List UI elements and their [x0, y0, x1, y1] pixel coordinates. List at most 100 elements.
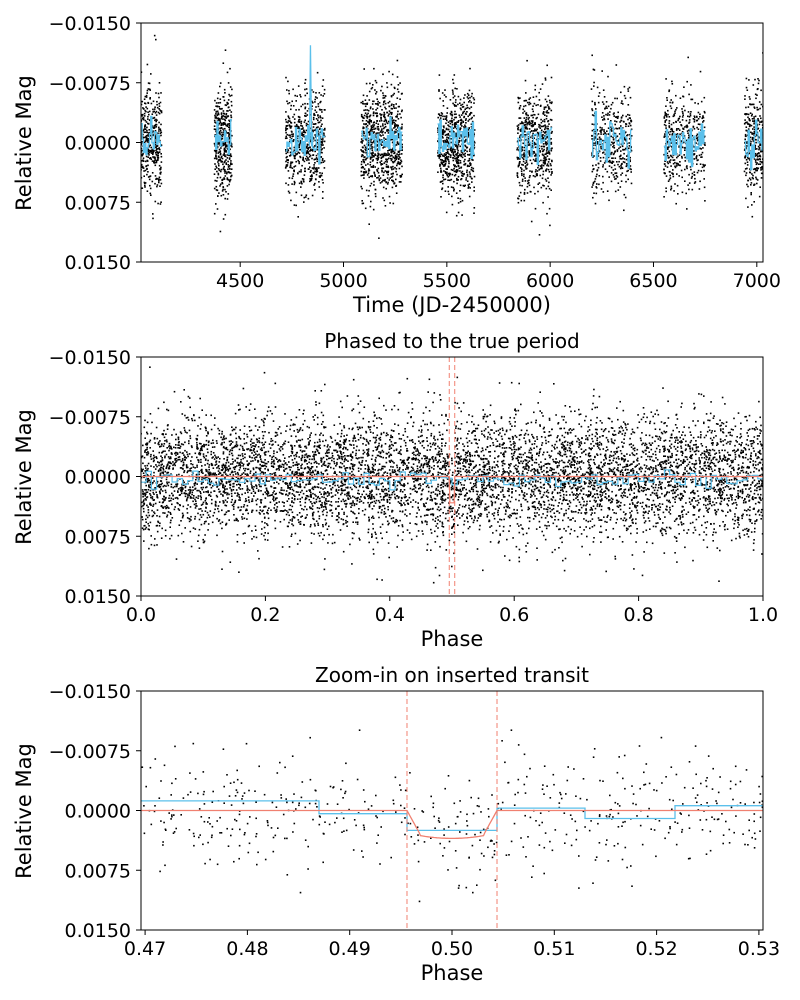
data-point: [300, 105, 302, 108]
data-point: [397, 534, 399, 537]
data-point: [542, 143, 545, 145]
data-point: [675, 108, 677, 111]
data-point: [463, 115, 466, 118]
data-point: [618, 127, 621, 129]
data-point: [382, 167, 385, 170]
data-point: [216, 146, 219, 149]
data-point: [456, 88, 458, 90]
data-point: [149, 144, 152, 147]
data-point: [758, 148, 760, 151]
data-point: [149, 366, 151, 368]
data-point: [317, 148, 319, 151]
data-point: [152, 217, 154, 220]
data-point: [318, 92, 321, 94]
data-point: [289, 166, 291, 169]
data-point: [225, 162, 227, 164]
data-point: [614, 190, 617, 193]
data-point: [539, 127, 542, 129]
data-point: [452, 157, 455, 159]
data-point: [149, 134, 152, 137]
data-point: [307, 120, 310, 123]
data-point: [306, 92, 308, 95]
data-point: [468, 114, 471, 116]
data-point: [547, 152, 549, 154]
data-point: [393, 107, 396, 109]
data-point: [678, 117, 680, 120]
data-point: [225, 124, 227, 127]
data-point: [444, 130, 446, 133]
data-point: [542, 134, 544, 136]
data-point: [447, 121, 450, 123]
data-point: [370, 120, 372, 122]
x-tick-label: 6000: [526, 270, 574, 292]
data-point: [388, 110, 391, 112]
data-point: [613, 164, 616, 167]
data-point: [396, 156, 398, 159]
data-point: [440, 153, 443, 156]
data-point: [444, 140, 447, 142]
data-point: [226, 171, 228, 174]
data-point: [362, 117, 365, 119]
data-point: [696, 155, 698, 157]
data-point: [390, 111, 393, 114]
data-point: [229, 95, 231, 97]
data-point: [227, 497, 229, 499]
data-point: [442, 132, 445, 134]
data-point: [677, 164, 680, 166]
data-point: [296, 125, 299, 128]
data-point: [303, 129, 305, 132]
data-point: [746, 164, 749, 166]
data-point: [611, 141, 613, 144]
data-point: [367, 131, 370, 134]
data-point: [760, 169, 762, 171]
data-point: [675, 94, 677, 97]
data-point: [530, 220, 533, 223]
data-point: [754, 159, 757, 161]
data-point: [447, 190, 450, 193]
data-point: [519, 122, 522, 125]
data-point: [224, 175, 227, 177]
data-point: [463, 163, 465, 166]
data-point: [544, 77, 547, 79]
data-point: [304, 119, 306, 122]
data-point: [286, 155, 288, 158]
data-point: [447, 124, 449, 126]
data-point: [470, 95, 473, 98]
data-point: [219, 85, 221, 88]
data-point: [225, 191, 227, 193]
data-point: [467, 132, 469, 135]
data-point: [755, 178, 758, 180]
data-point: [155, 177, 158, 180]
data-point: [304, 131, 307, 134]
data-point: [246, 518, 248, 520]
data-point: [666, 152, 669, 155]
data-point: [186, 466, 189, 469]
data-point: [550, 102, 553, 105]
data-point: [601, 116, 603, 118]
data-point: [305, 194, 308, 196]
data-point: [452, 159, 455, 162]
data-point: [147, 118, 149, 120]
data-point: [219, 121, 222, 124]
data-point: [437, 171, 439, 173]
data-point: [620, 102, 623, 104]
data-point: [229, 165, 231, 167]
data-point: [523, 146, 525, 149]
data-point: [387, 181, 389, 184]
data-point: [532, 175, 535, 177]
data-point: [395, 125, 398, 127]
data-point: [448, 174, 451, 177]
data-point: [700, 100, 703, 103]
data-point: [390, 159, 393, 162]
data-point: [286, 151, 289, 154]
data-point: [690, 177, 693, 179]
data-point: [679, 115, 681, 118]
data-point: [724, 439, 726, 441]
data-point: [365, 170, 367, 173]
data-point: [698, 457, 700, 459]
data-point: [600, 146, 602, 148]
data-point: [746, 156, 749, 159]
data-point: [459, 102, 461, 104]
data-point: [302, 508, 305, 511]
data-point: [598, 150, 601, 153]
